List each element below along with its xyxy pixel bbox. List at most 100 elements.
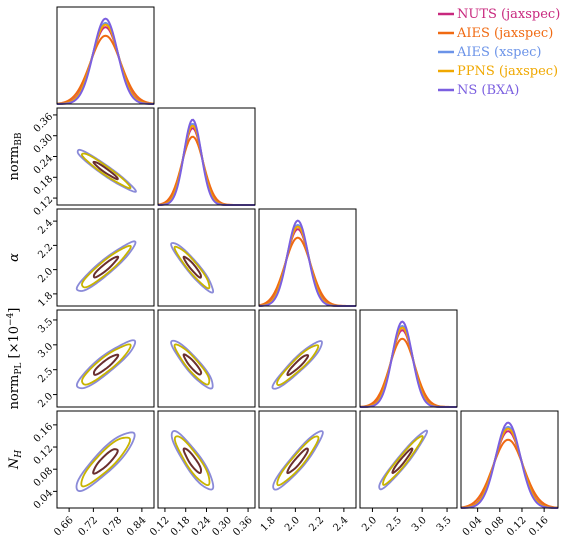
legend-label-aies-jaxspec: AIES (jaxspec) [456,26,553,41]
contour-NH-kT-level-0 [75,431,136,492]
density-curve-kT-ppns-jaxspec [56,23,155,105]
y-tick-label: 3.0 [36,341,55,360]
panel-frame [157,309,256,408]
x-tick-label: 0.78 [101,515,125,539]
contour-NH-normPL-level-2 [391,447,414,474]
x-tick-label: 0.36 [231,515,255,539]
panel-frame [359,309,458,408]
x-tick-label: 0.04 [461,515,485,539]
y-tick-label: 2.0 [36,391,55,410]
contour-normPL-kT-level-0 [75,339,137,390]
x-tick-label: 0.72 [77,515,101,539]
x-tick-label: 2.5 [385,515,404,534]
x-axis-normPL: 2.0 2.5 3.0 3.5 [360,508,454,534]
contour-panel-NH-vs-alpha [258,410,357,509]
contour-alpha-kT-level-0 [75,240,137,292]
contour-alpha-kT-level-1 [81,244,132,289]
contour-NH-normPL-level-0 [378,429,429,491]
x-axis-NH: 0.040.080.120.16 [461,508,551,538]
y-tick-label: 0.30 [32,132,56,156]
contour-panel-normBB-vs-kT [56,107,155,206]
legend-label-ns-bxa: NS (BXA) [457,83,519,98]
density-curve-normBB-aies-jaxspec [157,135,255,206]
contour-normPL-alpha-level-2 [286,354,310,377]
y-axis-label-normPL: normPL [×10−4] [6,308,24,410]
density-curve-normPL-aies-jaxspec [359,337,458,408]
x-tick-label: 0.84 [125,515,149,539]
panel-frame [56,410,155,509]
x-axis-kT: 0.66 0.72 0.78 0.84 [52,508,149,539]
y-tick-label: 2.2 [36,242,55,261]
legend-label-nuts-jaxspec: NUTS (jaxspec) [457,7,560,22]
contour-panel-alpha-vs-kT [56,208,155,307]
contour-panel-normPL-vs-kT [56,309,155,408]
x-tick-label: 0.16 [527,515,551,539]
contour-NH-normBB-level-2 [182,447,203,475]
legend-label-aies-xspec: AIES (xspec) [456,45,542,60]
density-curve-NH-ns-bxa [460,421,559,509]
x-tick-label: 2.2 [307,515,326,534]
y-tick-label: 2.0 [36,266,55,285]
x-axis-normBB: 0.120.180.240.300.36 [148,508,255,538]
panel-frame [56,107,155,206]
contour-normPL-normBB-level-1 [173,343,211,386]
legend-label-ppns-jaxspec: PPNS (jaxspec) [457,64,558,79]
contour-normPL-kT-level-1 [81,343,132,386]
panel-frame [56,208,155,307]
panel-frame [157,410,256,509]
x-tick-label: 0.08 [483,515,507,539]
contour-alpha-normBB-level-2 [182,255,202,279]
contour-normPL-alpha-level-0 [271,340,323,390]
y-tick-label: 0.16 [32,421,56,445]
y-axis-normBB: 0.120.180.240.300.36 [32,111,57,218]
contour-panel-NH-vs-normPL [359,410,458,509]
y-tick-label: 1.8 [36,290,55,309]
legend: NUTS (jaxspec) AIES (jaxspec) AIES (xspec)… [438,7,560,98]
y-tick-label: 2.4 [36,218,55,237]
contour-panel-NH-vs-kT [56,410,155,509]
contour-panel-alpha-vs-normBB [157,208,256,307]
contour-NH-alpha-level-2 [286,447,309,475]
x-tick-label: 0.24 [190,515,214,539]
contour-normPL-normBB-level-2 [182,353,203,376]
contour-normBB-kT-level-0 [76,148,137,193]
panel-frame [258,208,357,307]
y-axis-alpha: 1.8 2.0 2.2 2.4 [36,218,57,309]
x-tick-label: 0.12 [505,515,529,539]
density-curve-NH-nuts-jaxspec [460,430,559,509]
x-tick-label: 2.0 [283,515,302,534]
contour-NH-normBB-level-1 [173,435,211,487]
contour-normBB-kT-level-2 [92,160,119,181]
density-curve-NH-aies-jaxspec [460,438,559,509]
contour-normPL-alpha-level-1 [276,344,320,386]
x-tick-label: 3.0 [410,515,429,534]
contour-NH-kT-level-1 [80,436,131,488]
contour-panel-normPL-vs-alpha [258,309,357,408]
contour-alpha-normBB-level-1 [173,245,211,290]
panel-frame [258,410,357,509]
contour-alpha-kT-level-2 [92,255,120,279]
contour-NH-normPL-level-1 [382,435,424,486]
y-tick-label: 0.04 [32,488,56,512]
x-tick-label: 2.0 [360,515,379,534]
diagonal-panel-normPL [359,309,458,408]
panel-frame [258,309,357,408]
x-tick-label: 0.18 [169,515,193,539]
y-tick-label: 0.12 [32,443,56,467]
y-tick-label: 0.24 [32,153,56,177]
contour-normPL-normBB-level-0 [170,339,214,390]
y-axis-label-normBB: normBB [7,132,24,180]
y-axis-NH: 0.040.080.120.16 [32,421,57,511]
diagonal-panel-NH [460,410,559,509]
x-tick-label: 0.66 [52,515,76,539]
density-curve-kT-ns-bxa [56,17,155,105]
panel-frame [56,6,155,105]
panel-frame [157,208,256,307]
panel-frame [56,309,155,408]
density-curve-normPL-ns-bxa [359,320,457,408]
panel-frame [359,410,458,509]
contour-panel-normPL-vs-normBB [157,309,256,408]
contour-normPL-kT-level-2 [92,353,120,376]
y-tick-label: 0.12 [32,195,56,219]
